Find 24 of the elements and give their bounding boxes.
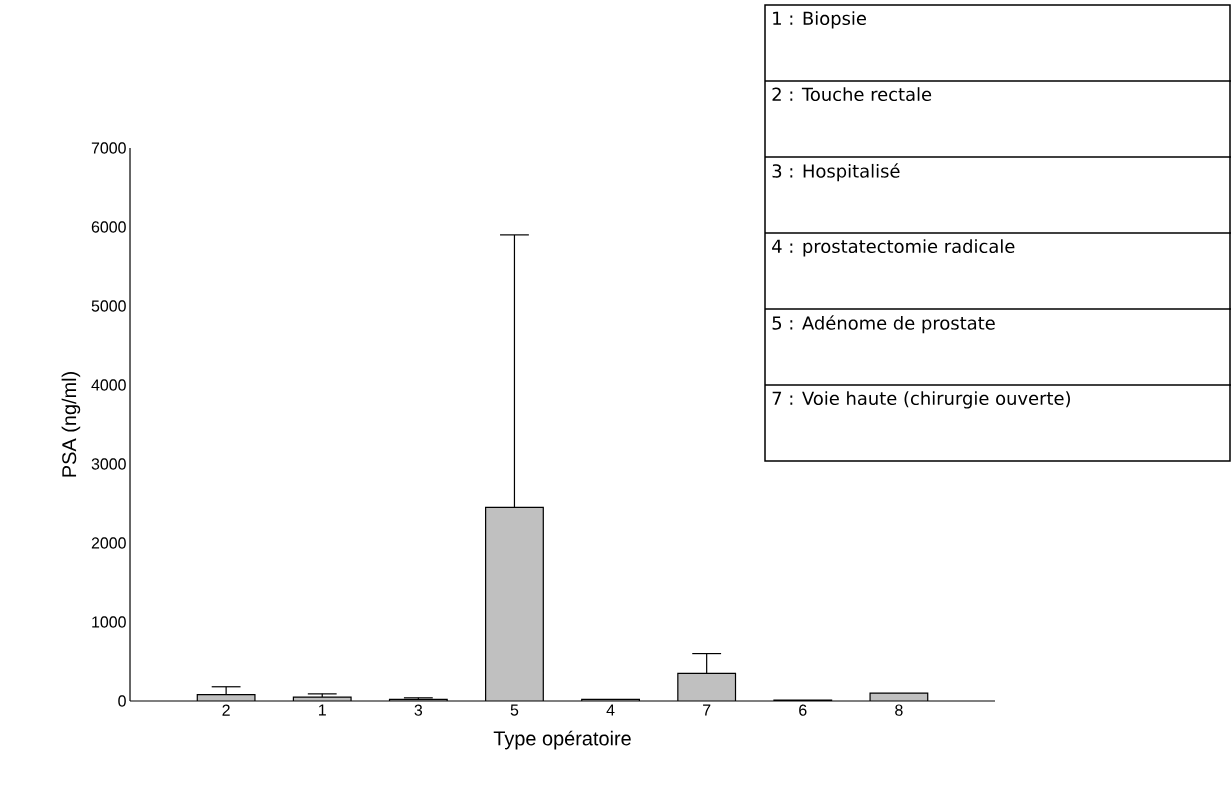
y-axis-title: PSA (ng/ml) (61, 372, 81, 477)
y-tick-label: 1000 (92, 616, 126, 628)
x-tick-label: 2 (222, 704, 230, 716)
x-tick-label: 1 (319, 704, 326, 716)
x-tick-label: 3 (414, 704, 423, 716)
y-tick-label: 7000 (91, 142, 126, 154)
x-tick-label: 8 (895, 704, 903, 716)
x-axis-title: Type opératoire (493, 730, 631, 750)
x-tick-label: 4 (606, 704, 615, 716)
annotation: 5 : Adénome de prostate (772, 315, 995, 334)
x-tick-label: 5 (510, 704, 519, 716)
annotation: 7 : Voie haute (chirurgie ouverte) (772, 391, 1070, 409)
x-tick-label: 6 (799, 704, 807, 716)
annotation: 3 : Hospitalisé (772, 163, 900, 182)
y-tick-label: 3000 (91, 458, 126, 470)
annotation: 4 : prostatectomie radicale (772, 239, 1015, 257)
y-tick-label: 5000 (91, 300, 126, 312)
y-tick-label: 6000 (91, 221, 126, 233)
text: 2 : Touche rectale (772, 87, 932, 102)
y-tick-label: 0 (118, 695, 126, 707)
text: 1 : Biopsie (773, 11, 866, 29)
y-tick-label: 4000 (91, 379, 126, 391)
x-tick-label: 7 (703, 704, 711, 716)
y-tick-label: 2000 (91, 537, 126, 549)
